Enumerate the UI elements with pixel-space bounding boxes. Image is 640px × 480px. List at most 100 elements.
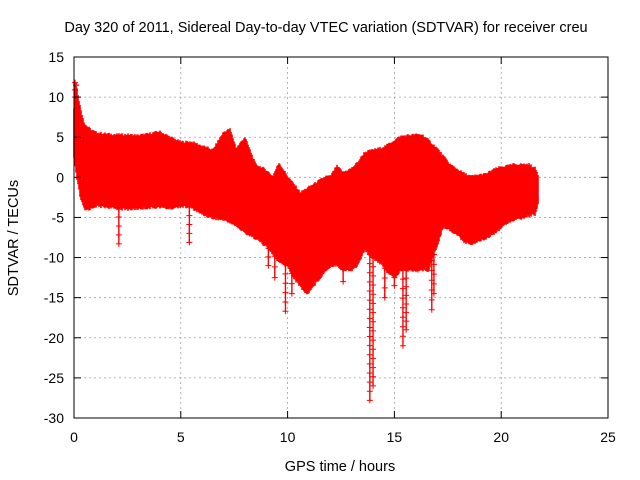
data-point-marker	[282, 298, 289, 305]
data-point-marker	[366, 360, 373, 367]
data-point-marker	[403, 318, 410, 325]
data-point-marker	[370, 309, 377, 316]
y-tick-label: -30	[44, 410, 64, 426]
data-point-marker	[370, 346, 377, 353]
data-point-marker	[288, 290, 295, 297]
x-tick-label: 20	[493, 429, 509, 445]
data-point-marker	[370, 300, 377, 307]
data-point-marker	[370, 364, 377, 371]
data-point-marker	[403, 300, 410, 307]
data-point-marker	[366, 379, 373, 386]
data-point-marker	[288, 280, 295, 287]
data-point-marker	[403, 283, 410, 290]
series-band	[73, 86, 539, 295]
data-point-marker	[430, 290, 437, 297]
x-tick-label: 0	[70, 429, 78, 445]
data-point-marker	[115, 213, 122, 220]
data-point-marker	[115, 222, 122, 229]
data-point-marker	[399, 333, 406, 340]
data-point-marker	[391, 282, 398, 289]
y-tick-label: -5	[52, 209, 65, 225]
data-point-marker	[381, 265, 388, 272]
y-tick-label: 5	[56, 129, 64, 145]
data-point-marker	[115, 204, 122, 211]
data-point-marker	[271, 263, 278, 270]
data-point-marker	[265, 262, 272, 269]
y-tick-label: -25	[44, 370, 64, 386]
data-point-marker	[370, 327, 377, 334]
x-axis-label: GPS time / hours	[285, 459, 395, 475]
data-point-marker	[430, 271, 437, 278]
data-point-marker	[428, 306, 435, 313]
data-point-marker	[265, 245, 272, 252]
data-point-marker	[403, 326, 410, 333]
plot-frame	[73, 56, 609, 419]
data-point-marker	[399, 276, 406, 283]
y-tick-label: 10	[48, 89, 64, 105]
data-point-marker	[428, 296, 435, 303]
data-point-marker	[186, 239, 193, 246]
data-point-marker	[366, 287, 373, 294]
data-point-marker	[403, 266, 410, 273]
data-point-marker	[366, 315, 373, 322]
y-tick-label: 15	[48, 49, 64, 65]
y-tick-label: -20	[44, 330, 64, 346]
data-point-marker	[288, 270, 295, 277]
data-point-marker	[403, 275, 410, 282]
data-point-marker	[370, 382, 377, 389]
data-point-marker	[381, 275, 388, 282]
data-point-marker	[430, 261, 437, 268]
data-point-marker	[366, 397, 373, 404]
data-point-marker	[399, 295, 406, 302]
data-point-marker	[399, 304, 406, 311]
data-point-marker	[366, 351, 373, 358]
data-point-marker	[115, 231, 122, 238]
data-point-marker	[186, 221, 193, 228]
data-point-marker	[399, 342, 406, 349]
data-point-marker	[72, 86, 79, 93]
data-point-marker	[186, 203, 193, 210]
data-point-marker	[271, 253, 278, 260]
data-point-marker	[370, 254, 377, 261]
data-point-marker	[340, 266, 347, 273]
y-axis-label: SDTVAR / TECUs	[6, 180, 22, 296]
data-point-marker	[370, 355, 377, 362]
data-point-marker	[282, 289, 289, 296]
y-tick-label: 0	[56, 169, 64, 185]
data-point-marker	[366, 324, 373, 331]
x-tick-label: 25	[600, 429, 616, 445]
data-point-marker	[430, 251, 437, 258]
data-series	[72, 79, 539, 404]
data-point-marker	[414, 266, 421, 273]
data-point-marker	[366, 278, 373, 285]
data-point-marker	[186, 230, 193, 237]
data-point-marker	[115, 240, 122, 247]
x-tick-label: 5	[177, 429, 185, 445]
y-tick-label: -15	[44, 290, 64, 306]
data-point-marker	[381, 284, 388, 291]
data-point-marker	[399, 314, 406, 321]
data-point-marker	[391, 274, 398, 281]
data-point-marker	[414, 254, 421, 261]
data-point-marker	[282, 261, 289, 268]
data-point-marker	[370, 337, 377, 344]
x-tick-label: 10	[280, 429, 296, 445]
data-point-marker	[186, 212, 193, 219]
data-point-marker	[366, 297, 373, 304]
data-point-marker	[370, 263, 377, 270]
data-point-marker	[370, 272, 377, 279]
data-point-marker	[366, 333, 373, 340]
chart-title: Day 320 of 2011, Sidereal Day-to-day VTE…	[64, 20, 587, 36]
data-point-marker	[340, 278, 347, 285]
data-point-marker	[403, 292, 410, 299]
data-point-marker	[271, 274, 278, 281]
data-point-marker	[366, 251, 373, 258]
data-point-marker	[366, 370, 373, 377]
data-point-marker	[430, 280, 437, 287]
data-point-marker	[370, 291, 377, 298]
data-point-marker	[370, 373, 377, 380]
data-point-marker	[366, 260, 373, 267]
data-point-marker	[366, 269, 373, 276]
y-tick-label: -10	[44, 250, 64, 266]
